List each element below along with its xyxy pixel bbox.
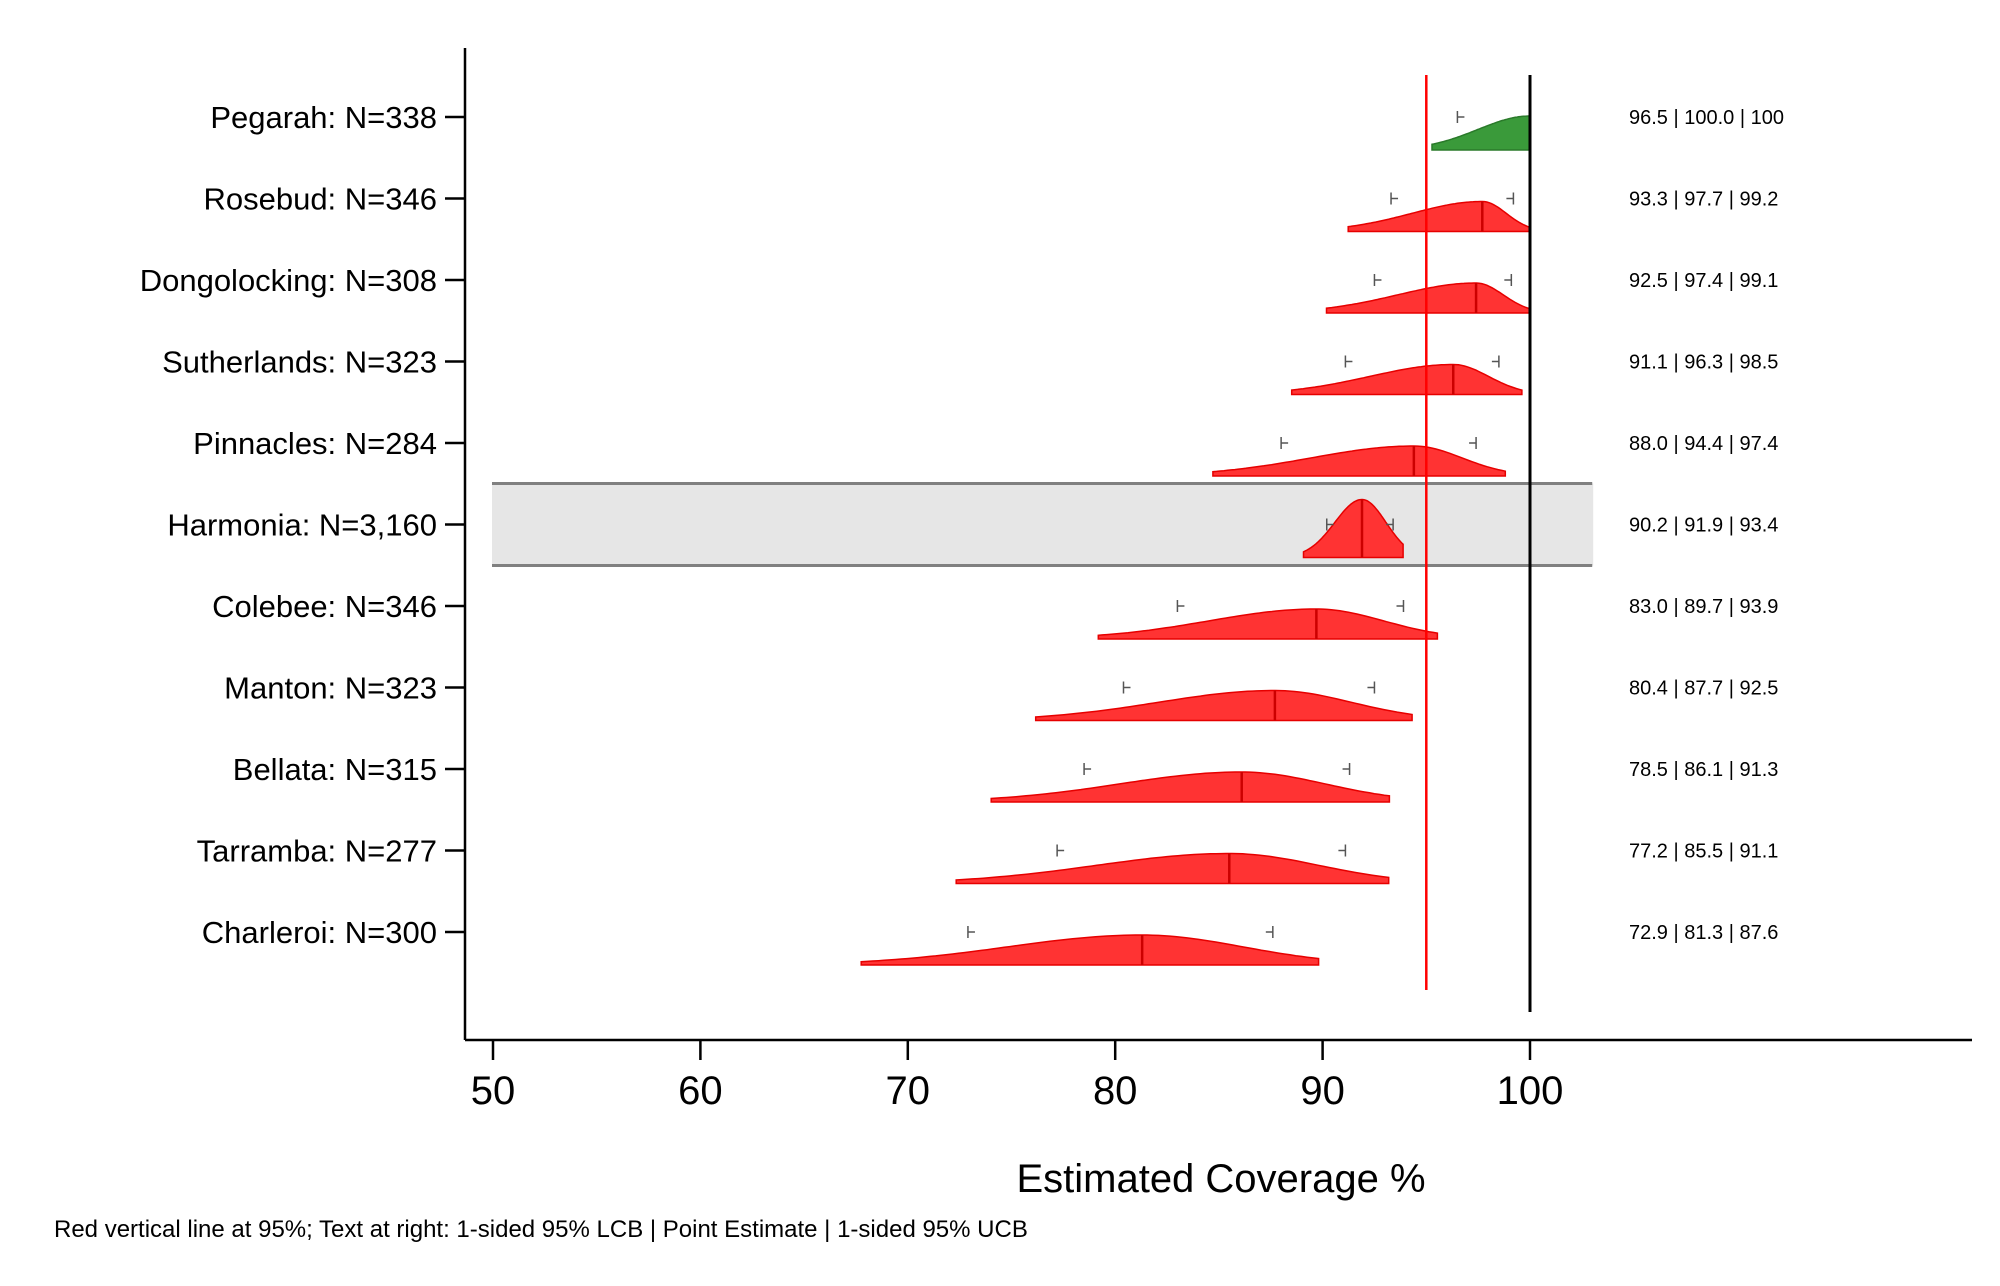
distribution-pegarah bbox=[1431, 115, 1531, 151]
footnote: Red vertical line at 95%; Text at right:… bbox=[54, 1216, 1028, 1243]
distribution-tarramba bbox=[955, 852, 1390, 885]
highlight-band-layer bbox=[492, 482, 1594, 567]
x-tick-label-100: 100 bbox=[1497, 1069, 1564, 1113]
row-label-bellata: Bellata: N=315 bbox=[233, 752, 437, 787]
right-text-bellata: 78.5 | 86.1 | 91.3 bbox=[1629, 759, 1778, 781]
right-text-tarramba: 77.2 | 85.5 | 91.1 bbox=[1629, 841, 1778, 863]
distribution-colebee bbox=[1097, 608, 1439, 640]
x-ticks-layer: 50 60 70 80 90 100 bbox=[471, 1040, 1564, 1113]
row-label-colebee: Colebee: N=346 bbox=[212, 589, 437, 624]
distribution-harmonia bbox=[1302, 498, 1404, 559]
row-label-charleroi: Charleroi: N=300 bbox=[202, 915, 437, 950]
row-label-sutherlands: Sutherlands: N=323 bbox=[162, 345, 437, 380]
reference-lines-layer bbox=[1425, 75, 1532, 1012]
distribution-layer bbox=[860, 111, 1531, 966]
row-labels-layer: Pegarah: N=338 Rosebud: N=346 Dongolocking… bbox=[140, 100, 465, 950]
right-text-layer: 96.5 | 100.0 | 100 93.3 | 97.7 | 99.2 92.5… bbox=[1629, 107, 1784, 944]
distribution-dongolocking bbox=[1325, 282, 1531, 314]
row-label-harmonia: Harmonia: N=3,160 bbox=[167, 508, 437, 543]
row-label-pinnacles: Pinnacles: N=284 bbox=[193, 426, 437, 461]
distribution-manton bbox=[1034, 689, 1413, 722]
right-text-rosebud: 93.3 | 97.7 | 99.2 bbox=[1629, 189, 1778, 211]
distribution-charleroi bbox=[860, 934, 1320, 966]
right-text-sutherlands: 91.1 | 96.3 | 98.5 bbox=[1629, 352, 1778, 374]
row-label-tarramba: Tarramba: N=277 bbox=[197, 834, 437, 869]
right-text-manton: 80.4 | 87.7 | 92.5 bbox=[1629, 678, 1778, 700]
x-tick-label-60: 60 bbox=[678, 1069, 723, 1113]
highlight-band-harmonia bbox=[492, 483, 1594, 566]
x-axis-title: Estimated Coverage % bbox=[1016, 1157, 1425, 1201]
row-label-pegarah: Pegarah: N=338 bbox=[210, 100, 437, 135]
axes-layer bbox=[463, 48, 1972, 1042]
row-label-rosebud: Rosebud: N=346 bbox=[203, 182, 437, 217]
distribution-pinnacles bbox=[1212, 445, 1507, 477]
x-tick-label-50: 50 bbox=[471, 1069, 516, 1113]
distribution-rosebud bbox=[1347, 200, 1531, 233]
distribution-bellata bbox=[990, 771, 1391, 803]
distribution-sutherlands bbox=[1290, 363, 1523, 396]
row-label-manton: Manton: N=323 bbox=[224, 671, 437, 706]
x-tick-label-70: 70 bbox=[886, 1069, 931, 1113]
right-text-pinnacles: 88.0 | 94.4 | 97.4 bbox=[1629, 433, 1778, 455]
right-text-pegarah: 96.5 | 100.0 | 100 bbox=[1629, 107, 1784, 129]
right-text-harmonia: 90.2 | 91.9 | 93.4 bbox=[1629, 515, 1778, 537]
right-text-charleroi: 72.9 | 81.3 | 87.6 bbox=[1629, 922, 1778, 944]
row-label-dongolocking: Dongolocking: N=308 bbox=[140, 263, 437, 298]
x-tick-label-90: 90 bbox=[1300, 1069, 1345, 1113]
right-text-dongolocking: 92.5 | 97.4 | 99.1 bbox=[1629, 270, 1778, 292]
x-tick-label-80: 80 bbox=[1093, 1069, 1138, 1113]
right-text-colebee: 83.0 | 89.7 | 93.9 bbox=[1629, 596, 1778, 618]
